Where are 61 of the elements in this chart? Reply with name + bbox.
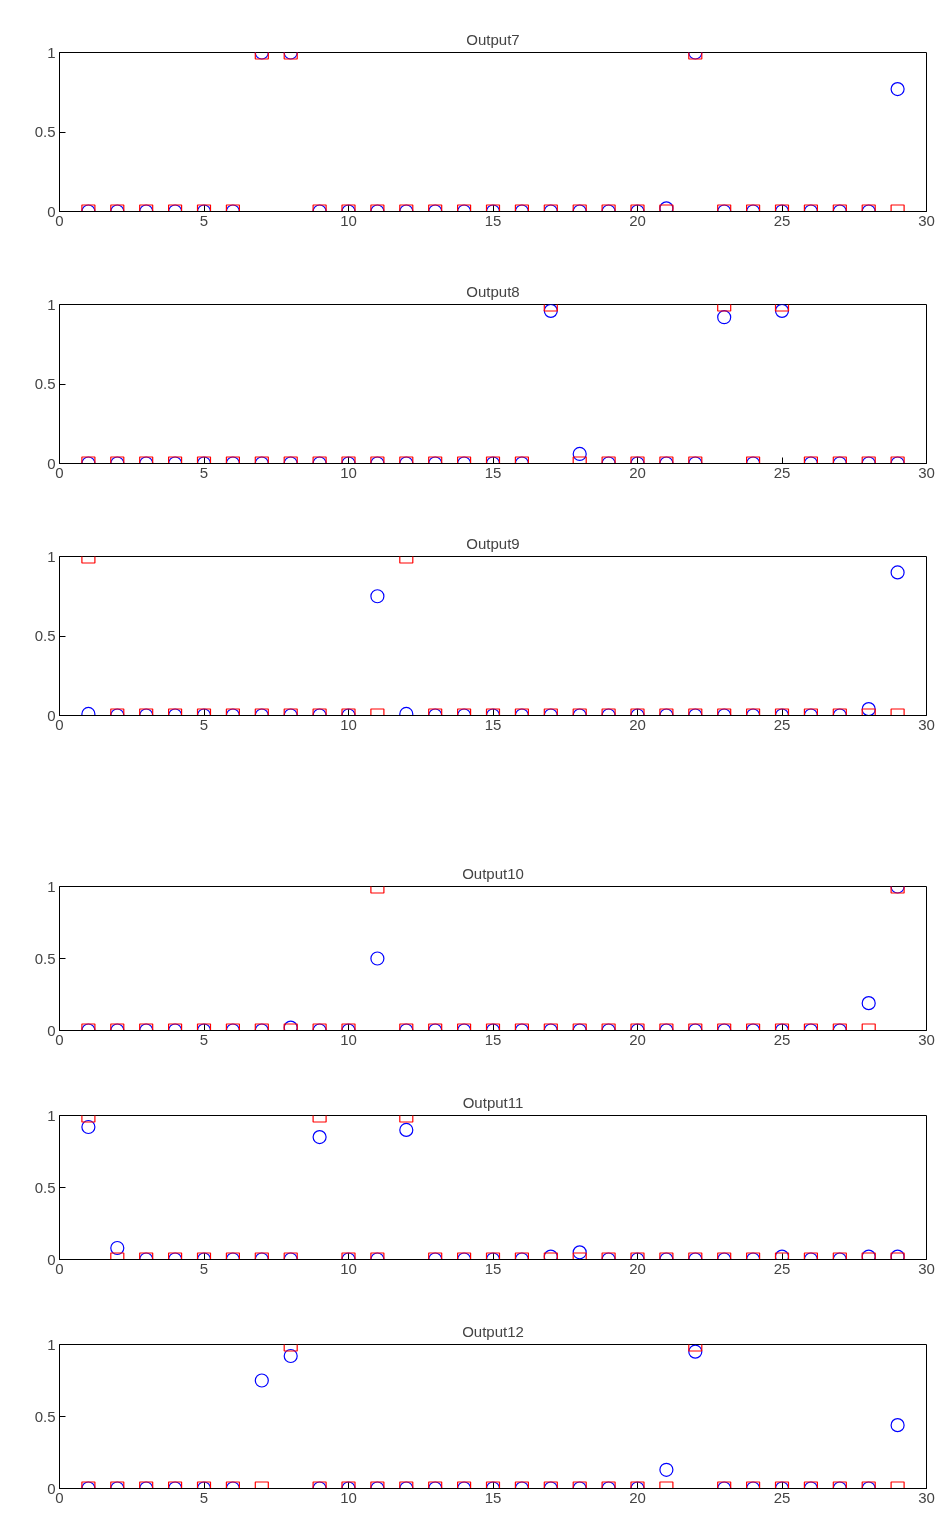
y-tick-label: 1 bbox=[47, 1106, 56, 1124]
chart-title: Output9 bbox=[466, 534, 520, 552]
y-tick-label: 0.5 bbox=[34, 123, 56, 140]
x-tick-label: 25 bbox=[773, 463, 791, 481]
x-tick-label: 15 bbox=[484, 715, 502, 733]
x-tick-label: 30 bbox=[918, 211, 935, 229]
y-tick-label: 0.5 bbox=[34, 949, 56, 967]
x-tick-label: 10 bbox=[340, 715, 357, 733]
x-tick-label: 30 bbox=[918, 715, 935, 733]
x-tick-label: 25 bbox=[773, 1030, 791, 1048]
x-tick-label: 10 bbox=[340, 1488, 357, 1506]
x-tick-label: 5 bbox=[199, 1030, 209, 1048]
x-tick-label: 10 bbox=[340, 1030, 357, 1048]
x-tick-label: 10 bbox=[340, 463, 357, 481]
x-tick-label: 25 bbox=[773, 211, 791, 229]
x-tick-label: 30 bbox=[918, 1259, 935, 1277]
x-tick-label: 20 bbox=[629, 1488, 646, 1506]
x-tick-label: 30 bbox=[918, 463, 935, 481]
x-tick-label: 5 bbox=[199, 715, 209, 733]
point bbox=[254, 1373, 269, 1388]
x-tick-label: 20 bbox=[629, 463, 646, 481]
y-tick-label: 1 bbox=[47, 547, 56, 565]
x-tick-label: 5 bbox=[199, 463, 209, 481]
y-tick-label: 1 bbox=[47, 43, 56, 61]
x-tick-label: 5 bbox=[199, 211, 209, 229]
point bbox=[688, 1344, 703, 1359]
x-tick-label: 5 bbox=[199, 1259, 209, 1277]
y-tick-label: 0.5 bbox=[34, 375, 56, 392]
chart-title: Output10 bbox=[462, 864, 524, 882]
point bbox=[312, 1130, 327, 1145]
y-tick-label: 0.5 bbox=[34, 1407, 56, 1425]
point bbox=[890, 1418, 905, 1433]
point bbox=[370, 589, 385, 604]
x-tick-label: 25 bbox=[773, 715, 791, 733]
chart-title: Output11 bbox=[462, 1093, 524, 1111]
y-tick-label: 1 bbox=[47, 877, 56, 895]
x-tick-label: 30 bbox=[918, 1488, 935, 1506]
x-tick-label: 20 bbox=[629, 211, 646, 229]
x-tick-label: 15 bbox=[484, 1030, 502, 1048]
x-tick-label: 15 bbox=[484, 463, 502, 481]
x-tick-label: 20 bbox=[629, 715, 646, 733]
point bbox=[890, 81, 905, 97]
point bbox=[283, 1348, 298, 1364]
x-tick-label: 15 bbox=[484, 1488, 502, 1506]
x-tick-label: 10 bbox=[340, 211, 357, 229]
y-tick-label: 0.5 bbox=[34, 627, 56, 644]
chart-title: Output8 bbox=[466, 282, 520, 300]
x-tick-label: 10 bbox=[340, 1259, 357, 1277]
y-tick-label: 1 bbox=[47, 1335, 56, 1353]
x-tick-label: 30 bbox=[918, 1030, 935, 1048]
x-tick-label: 5 bbox=[199, 1488, 209, 1506]
y-tick-label: 0.5 bbox=[34, 1178, 56, 1196]
y-tick-label: 1 bbox=[47, 295, 56, 313]
x-tick-label: 20 bbox=[629, 1030, 646, 1048]
chart-title: Output7 bbox=[466, 30, 520, 48]
x-tick-label: 15 bbox=[484, 1259, 502, 1277]
x-tick-label: 25 bbox=[773, 1259, 791, 1277]
x-tick-label: 20 bbox=[629, 1259, 646, 1277]
chart-title: Output12 bbox=[462, 1322, 524, 1340]
x-tick-label: 25 bbox=[773, 1488, 791, 1506]
x-tick-label: 15 bbox=[484, 211, 502, 229]
